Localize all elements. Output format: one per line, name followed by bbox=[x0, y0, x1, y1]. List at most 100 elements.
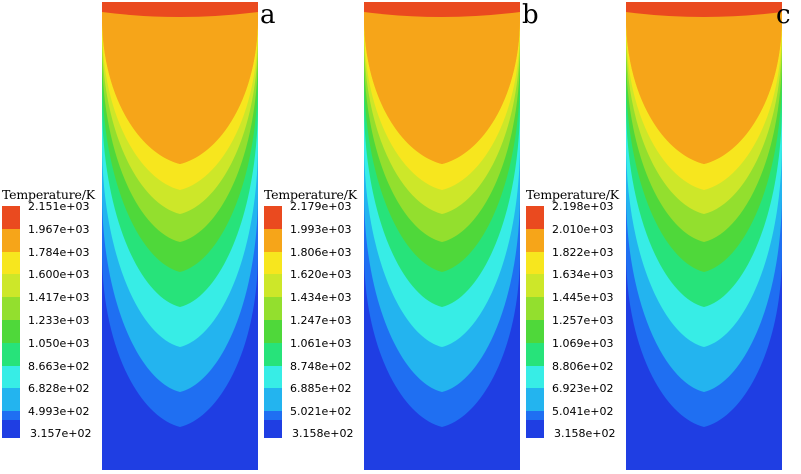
legend-row: 1.257e+03 bbox=[526, 314, 636, 344]
legend-swatch bbox=[264, 420, 282, 438]
legend-row: 2.010e+03 bbox=[526, 223, 636, 253]
contour-band bbox=[626, 2, 782, 17]
legend-tick-label: 1.247e+03 bbox=[290, 314, 352, 327]
legend-row: 1.620e+03 bbox=[264, 268, 374, 298]
legend-swatch bbox=[526, 320, 544, 344]
contour-band bbox=[626, 2, 782, 164]
panel-label: c bbox=[776, 0, 791, 30]
temperature-contour-plot bbox=[102, 2, 258, 470]
legend-row: 8.663e+02 bbox=[2, 360, 112, 389]
legend-tick-label: 3.158e+02 bbox=[292, 427, 354, 440]
legend-tick-label: 1.634e+03 bbox=[552, 268, 614, 282]
legend-swatch bbox=[264, 342, 282, 367]
legend-swatch bbox=[2, 342, 20, 367]
contour-band bbox=[364, 2, 520, 164]
legend-tick-label: 3.158e+02 bbox=[554, 427, 616, 440]
legend-swatch bbox=[526, 274, 544, 298]
legend-tick-label: 1.806e+03 bbox=[290, 245, 352, 259]
legend-row: 1.993e+03 bbox=[264, 223, 374, 253]
legend-swatch bbox=[2, 228, 20, 253]
temperature-contour-plot bbox=[364, 2, 520, 470]
legend-row: 1.445e+03 bbox=[526, 291, 636, 321]
legend-tick-label: 1.061e+03 bbox=[290, 336, 352, 350]
contour-band bbox=[102, 2, 258, 17]
color-legend: 2.179e+03 1.993e+03 1.806e+03 1.620e+03 1.43… bbox=[264, 200, 374, 446]
contour-band bbox=[102, 2, 258, 164]
legend-row: 8.806e+02 bbox=[526, 360, 636, 389]
legend-swatch bbox=[526, 342, 544, 367]
legend-title: Temperature/K bbox=[526, 187, 619, 202]
legend-tick-label: 1.417e+03 bbox=[28, 291, 90, 305]
legend-swatch bbox=[526, 206, 544, 230]
legend-swatch bbox=[264, 206, 282, 230]
legend-swatch bbox=[2, 388, 20, 412]
legend-tick-label: 6.923e+02 bbox=[552, 382, 614, 396]
legend-row: 1.434e+03 bbox=[264, 291, 374, 321]
legend-swatch bbox=[2, 251, 20, 275]
legend-tick-label: 1.434e+03 bbox=[290, 291, 352, 305]
legend-row: 1.069e+03 bbox=[526, 337, 636, 367]
legend-row: 8.748e+02 bbox=[264, 360, 374, 389]
legend-tick-label: 6.828e+02 bbox=[28, 382, 90, 396]
legend-swatch bbox=[264, 274, 282, 298]
temperature-contour-plot bbox=[626, 2, 782, 470]
panel-c: c Temperature/K 2.198e+03 2.010e+03 1.822e… bbox=[524, 0, 791, 474]
panel-label: b bbox=[522, 0, 539, 30]
legend-row: 1.247e+03 bbox=[264, 314, 374, 344]
legend-row: 1.822e+03 bbox=[526, 246, 636, 275]
legend-tick-label: 8.663e+02 bbox=[28, 359, 90, 373]
legend-tick-label: 1.967e+03 bbox=[28, 222, 90, 236]
panel-label: a bbox=[260, 0, 276, 30]
legend-tick-label: 5.021e+02 bbox=[290, 405, 352, 419]
color-legend: 2.198e+03 2.010e+03 1.822e+03 1.634e+03 1.44… bbox=[526, 200, 636, 446]
legend-swatch bbox=[526, 297, 544, 321]
legend-row: 2.179e+03 bbox=[264, 200, 374, 230]
legend-title: Temperature/K bbox=[2, 187, 95, 202]
legend-row: 1.233e+03 bbox=[2, 314, 112, 344]
contour-band bbox=[364, 2, 520, 17]
legend-swatch bbox=[526, 251, 544, 275]
legend-swatch bbox=[2, 206, 20, 230]
legend-swatch bbox=[526, 228, 544, 253]
legend-swatch bbox=[264, 320, 282, 344]
legend-tick-label: 1.620e+03 bbox=[290, 268, 352, 282]
legend-swatch bbox=[264, 228, 282, 253]
legend-row: 1.600e+03 bbox=[2, 268, 112, 298]
legend-swatch bbox=[2, 297, 20, 321]
legend-tick-label: 8.748e+02 bbox=[290, 359, 352, 373]
legend-title: Temperature/K bbox=[264, 187, 357, 202]
legend-swatch bbox=[526, 420, 544, 438]
legend-swatch bbox=[2, 420, 20, 438]
legend-swatch bbox=[2, 365, 20, 389]
legend-tick-label: 1.050e+03 bbox=[28, 336, 90, 350]
legend-tick-label: 1.822e+03 bbox=[552, 245, 614, 259]
color-legend: 2.151e+03 1.967e+03 1.784e+03 1.600e+03 1.41… bbox=[2, 200, 112, 446]
legend-row: 2.151e+03 bbox=[2, 200, 112, 230]
legend-tick-label: 1.600e+03 bbox=[28, 268, 90, 282]
legend-row: 1.634e+03 bbox=[526, 268, 636, 298]
legend-swatch bbox=[264, 297, 282, 321]
legend-row: 1.050e+03 bbox=[2, 337, 112, 367]
legend-row: 6.885e+02 bbox=[264, 382, 374, 412]
legend-row: 2.198e+03 bbox=[526, 200, 636, 230]
legend-tick-label: 1.257e+03 bbox=[552, 314, 614, 327]
legend-row: 1.967e+03 bbox=[2, 223, 112, 253]
panel-b: b Temperature/K 2.179e+03 1.993e+03 1.806e… bbox=[262, 0, 539, 474]
legend-tick-label: 1.445e+03 bbox=[552, 291, 614, 305]
legend-tick-label: 2.151e+03 bbox=[28, 200, 90, 213]
legend-tick-label: 2.010e+03 bbox=[552, 222, 614, 236]
legend-swatch bbox=[526, 388, 544, 412]
legend-row: 1.806e+03 bbox=[264, 246, 374, 275]
legend-row: 1.061e+03 bbox=[264, 337, 374, 367]
legend-swatch bbox=[2, 274, 20, 298]
legend-row: 6.828e+02 bbox=[2, 382, 112, 412]
panel-a: a Temperature/K 2.151e+03 1.967e+03 1.784e… bbox=[0, 0, 276, 474]
legend-tick-label: 1.233e+03 bbox=[28, 314, 90, 327]
legend-tick-label: 1.784e+03 bbox=[28, 245, 90, 259]
legend-swatch bbox=[264, 365, 282, 389]
legend-tick-label: 6.885e+02 bbox=[290, 382, 352, 396]
legend-swatch bbox=[2, 320, 20, 344]
legend-swatch bbox=[526, 365, 544, 389]
legend-swatch bbox=[264, 251, 282, 275]
legend-tick-label: 1.069e+03 bbox=[552, 336, 614, 350]
